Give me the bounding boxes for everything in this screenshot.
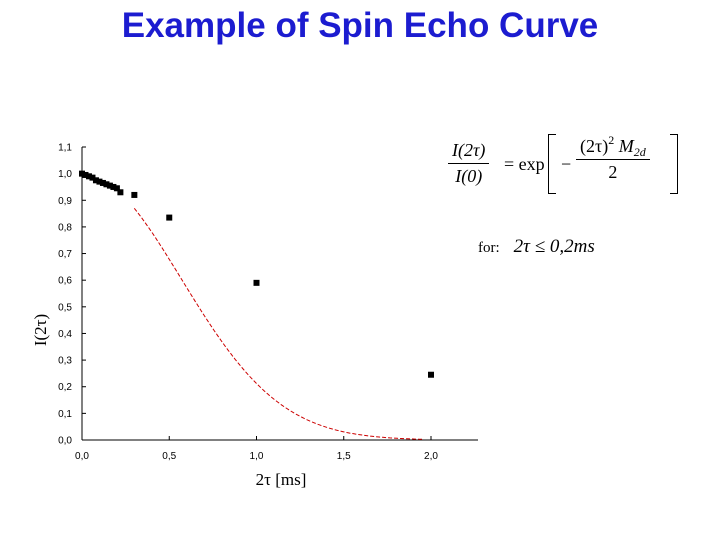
y-tick-label: 0,1 [58,409,72,420]
formula-equals-exp: = exp [504,154,545,174]
data-point [166,214,173,221]
data-point [110,183,117,190]
y-tick-label: 0,6 [58,276,72,287]
y-axis-title: I(2τ) [31,314,50,346]
formula-right-bracket [670,134,678,194]
y-tick-label: 0,9 [58,196,72,207]
formula-lhs-denominator: I(0) [455,166,483,186]
y-tick-label: 0,2 [58,382,72,393]
x-ticks: 0,0 0,5 1,0 1,5 2,0 [75,436,438,462]
formula-minus: − [561,154,572,174]
data-point [106,182,113,189]
x-tick-label: 0,5 [162,451,176,462]
data-points [79,170,434,378]
data-point [79,170,85,177]
formula-lhs-numerator: I(2τ) [452,140,486,160]
y-tick-label: 0,7 [58,249,72,260]
formula-rhs-exponent: 2 [608,133,615,147]
data-point [96,178,103,185]
data-point [82,171,89,178]
x-axis-title: 2τ [ms] [256,470,307,489]
data-point [92,177,99,184]
formula-left-bracket [548,134,556,194]
data-point [113,185,120,192]
data-point [89,174,96,181]
y-tick-label: 0,4 [58,329,72,340]
data-point [117,189,124,196]
y-tick-label: 0,8 [58,222,72,233]
formula-lhs-fraction: I(2τ) I(0) [448,140,490,187]
y-tick-label: 0,5 [58,302,72,313]
x-tick-label: 2,0 [424,451,438,462]
x-tick-label: 1,0 [250,451,264,462]
data-point [85,173,92,180]
y-tick-label: 0,0 [58,436,72,447]
y-ticks: 0,0 0,1 0,2 0,3 0,4 0,5 0,6 0,7 0,8 0,9 1,0 1,1 [58,143,86,447]
x-tick-label: 1,5 [337,451,351,462]
y-tick-label: 1,0 [58,169,72,180]
gaussian-formula: I(2τ) I(0) = exp − (2τ)2 M2d 2 [448,132,688,202]
x-tick-label: 0,0 [75,451,89,462]
validity-condition: for: 2τ ≤ 0,2ms [478,236,595,258]
data-point [253,279,260,286]
slide-title: Example of Spin Echo Curve [121,6,599,45]
condition-for-label: for: [478,240,500,256]
data-point [99,179,106,186]
fit-curve [133,207,423,440]
formula-rhs-denominator: 2 [608,162,618,182]
y-tick-label: 1,1 [58,143,72,154]
chart-axes [81,147,478,441]
condition-expression: 2τ ≤ 0,2ms [513,236,595,257]
formula-rhs-base: (2τ) [580,136,609,156]
y-tick-label: 0,3 [58,356,72,367]
formula-rhs-M: M [618,136,634,156]
data-point [131,191,138,198]
data-point [428,371,434,378]
data-point [103,181,110,188]
formula-rhs-fraction: (2τ)2 M2d 2 [576,133,650,183]
formula-rhs-subscript: 2d [633,145,646,159]
